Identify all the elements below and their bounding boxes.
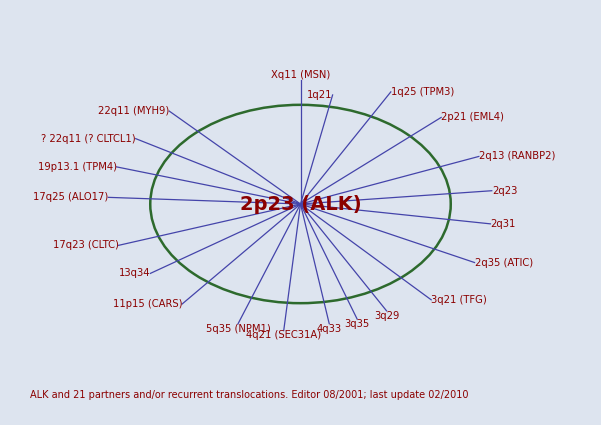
Text: 4q21 (SEC31A): 4q21 (SEC31A) — [246, 331, 322, 340]
Text: 2q13 (RANBP2): 2q13 (RANBP2) — [479, 151, 555, 162]
Text: 17q25 (ALO17): 17q25 (ALO17) — [33, 193, 108, 202]
Text: 2p23 (ALK): 2p23 (ALK) — [240, 195, 361, 213]
Text: 3q29: 3q29 — [374, 311, 399, 321]
Text: 4q33: 4q33 — [317, 323, 342, 334]
Text: 22q11 (MYH9): 22q11 (MYH9) — [98, 106, 169, 116]
Text: 13q34: 13q34 — [119, 269, 150, 278]
Text: ? 22q11 (? CLTCL1): ? 22q11 (? CLTCL1) — [41, 133, 136, 144]
Text: 2p21 (EML4): 2p21 (EML4) — [441, 113, 504, 122]
Text: 5q35 (NPM1): 5q35 (NPM1) — [206, 324, 270, 334]
Text: 17q23 (CLTC): 17q23 (CLTC) — [53, 240, 118, 250]
Text: 3q35: 3q35 — [344, 319, 370, 329]
Text: Xq11 (MSN): Xq11 (MSN) — [271, 70, 330, 80]
Text: 2q35 (ATIC): 2q35 (ATIC) — [475, 258, 532, 267]
Text: 1q25 (TPM3): 1q25 (TPM3) — [391, 87, 454, 97]
Text: 2q23: 2q23 — [492, 186, 517, 196]
Text: 19p13.1 (TPM4): 19p13.1 (TPM4) — [38, 162, 117, 172]
Text: 11p15 (CARS): 11p15 (CARS) — [112, 299, 182, 309]
Text: 1q21: 1q21 — [307, 90, 332, 100]
Text: ALK and 21 partners and/or recurrent translocations. Editor 08/2001; last update: ALK and 21 partners and/or recurrent tra… — [30, 390, 469, 400]
Text: 3q21 (TFG): 3q21 (TFG) — [431, 295, 487, 305]
Text: 2q31: 2q31 — [490, 219, 516, 229]
